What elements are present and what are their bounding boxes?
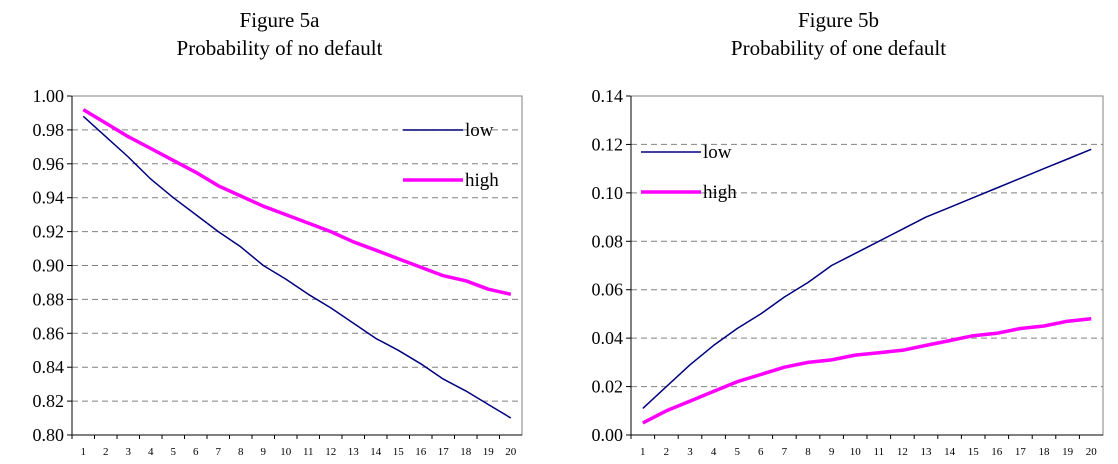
chart-title: Figure 5b [797,8,880,32]
y-tick-label: 0.80 [33,425,65,445]
x-tick-label: 16 [415,446,427,458]
legend-label-high: high [703,182,737,203]
x-tick-label: 15 [393,446,405,458]
y-tick-label: 0.94 [33,188,65,208]
chart-subtitle: Probability of no default [176,36,383,60]
y-tick-label: 0.10 [592,183,624,203]
x-tick-label: 11 [303,446,314,458]
y-tick-label: 0.90 [33,256,65,276]
x-tick-label: 15 [968,446,980,458]
series-line-low [642,148,1092,409]
x-tick-label: 11 [874,446,885,458]
x-tick-label: 10 [280,446,292,458]
y-tick-label: 0.86 [33,323,65,343]
x-tick-label: 9 [829,446,835,458]
x-tick-label: 16 [991,446,1003,458]
x-tick-label: 6 [758,446,764,458]
x-tick-label: 19 [483,446,495,458]
y-tick-label: 0.12 [592,134,624,154]
x-tick-label: 7 [782,446,788,458]
x-tick-label: 10 [850,446,862,458]
x-tick-label: 20 [505,446,517,458]
y-tick-label: 0.02 [592,377,624,397]
y-tick-label: 0.92 [33,222,65,242]
chart-figure-5b: Figure 5b Probability of one default 0.0… [559,0,1118,464]
x-tick-label: 3 [687,446,693,458]
x-tick-label: 18 [460,446,472,458]
x-tick-label: 3 [126,446,132,458]
chart-title-block: Figure 5a Probability of no default [0,6,559,62]
x-tick-label: 6 [193,446,199,458]
x-tick-label: 8 [238,446,244,458]
x-tick-label: 7 [216,446,222,458]
chart-figure-5a: Figure 5a Probability of no default 0.80… [0,6,559,458]
legend-label-low: low [703,142,732,163]
y-tick-label: 0.96 [33,154,65,174]
legend-label-high: high [465,170,499,191]
chart-title: Figure 5a [239,8,320,32]
series-line-low [82,115,512,419]
x-tick-label: 12 [897,446,908,458]
x-tick-label: 9 [261,446,267,458]
chart-plot-5a: 0.80 0.82 0.84 0.86 0.88 0.90 0.92 0.94 0.96 0.98… [33,86,523,458]
x-tick-label: 4 [148,446,154,458]
chart-plot-5b: 0.000.020.040.060.080.100.120.141 2 3 4 5 6 7 8… [592,86,1104,458]
x-tick-label: 13 [348,446,360,458]
chart-title-block: Figure 5b Probability of one default [559,6,1118,62]
x-tick-label: 5 [171,446,177,458]
x-tick-label: 17 [1015,446,1027,458]
x-tick-label: 2 [664,446,670,458]
x-tick-label: 4 [711,446,717,458]
y-tick-label: 0.84 [33,357,65,377]
y-tick-label: 0.14 [592,86,624,106]
y-tick-label: 0.00 [592,425,624,445]
x-tick-label: 18 [1039,446,1051,458]
y-tick-label: 1.00 [33,86,65,106]
x-tick-label: 8 [805,446,811,458]
y-tick-label: 0.82 [33,391,65,411]
x-tick-label: 19 [1062,446,1074,458]
plot-frame [630,95,1104,436]
x-tick-label: 20 [1086,446,1098,458]
y-tick-label: 0.04 [592,328,624,348]
x-tick-label: 1 [81,446,87,458]
x-tick-label: 13 [921,446,933,458]
y-tick-label: 0.98 [33,120,65,140]
legend: low high [641,142,737,203]
y-tick-label: 0.06 [592,280,624,300]
y-tick-label: 0.88 [33,289,65,309]
x-tick-label: 2 [103,446,109,458]
x-tick-label: 5 [734,446,740,458]
y-tick-label: 0.08 [592,231,624,251]
series-line-high [82,108,512,297]
series-line-high [642,317,1092,425]
chart-subtitle: Probability of one default [730,36,947,60]
x-tick-label: 12 [325,446,336,458]
x-tick-label: 14 [944,446,956,458]
x-tick-label: 14 [370,446,382,458]
legend: low high [403,120,499,191]
x-tick-label: 17 [438,446,450,458]
x-tick-label: 1 [640,446,646,458]
legend-label-low: low [465,120,494,141]
